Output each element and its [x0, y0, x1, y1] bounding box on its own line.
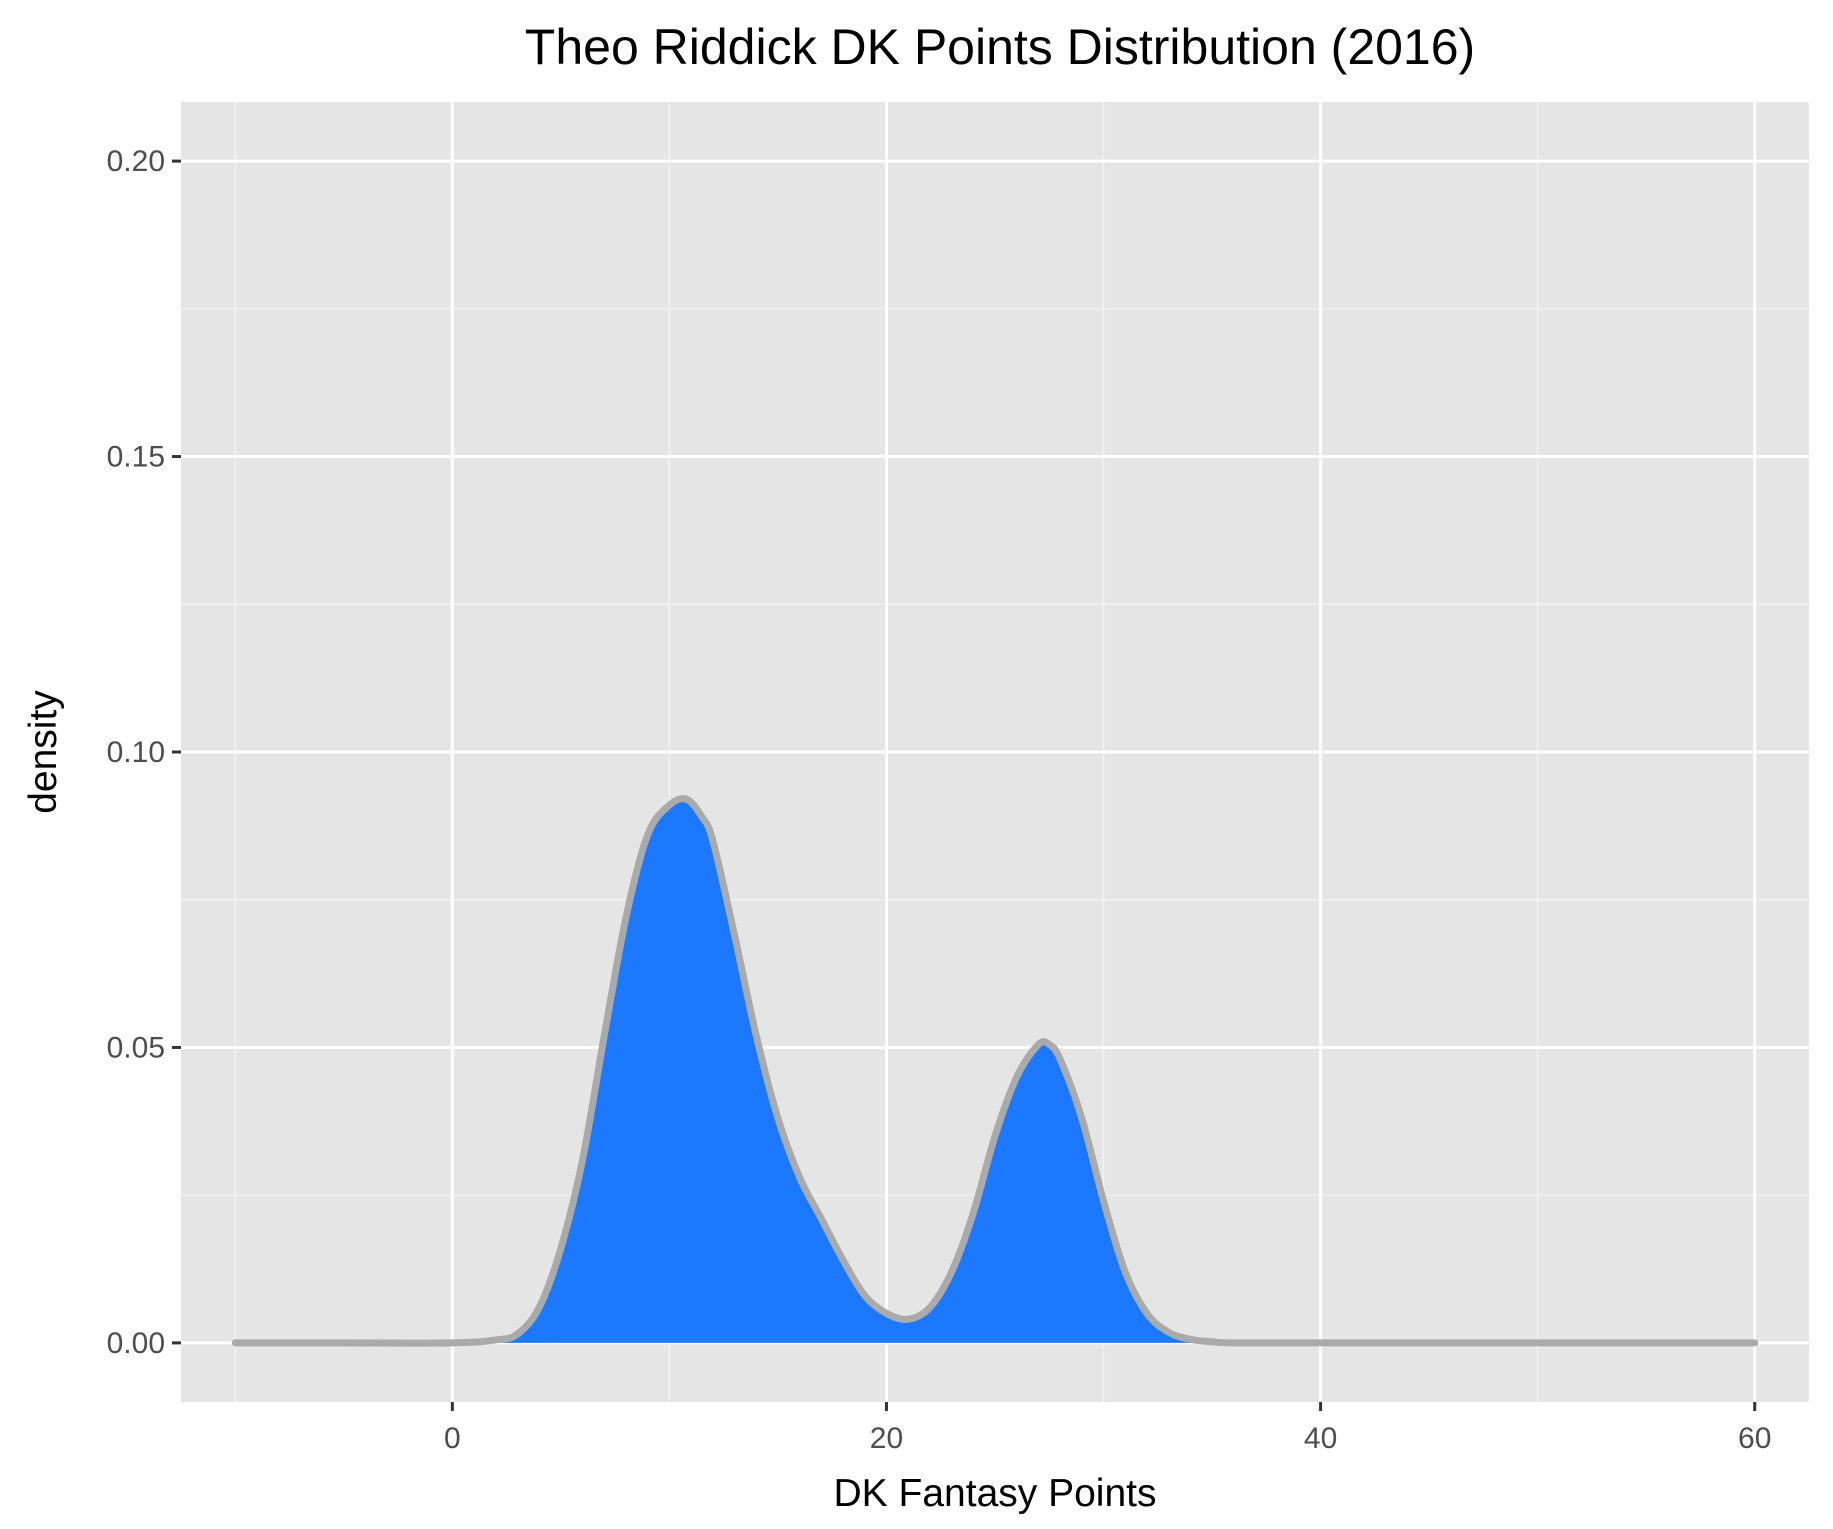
density-area	[235, 798, 1755, 1344]
y-tick-label: 0.00	[107, 1327, 165, 1360]
y-tick-label: 0.15	[107, 441, 165, 474]
density-series	[231, 795, 1759, 1347]
x-tick-label: 0	[444, 1422, 461, 1455]
y-tick-label: 0.20	[107, 145, 165, 178]
x-axis-title: DK Fantasy Points	[834, 1472, 1157, 1515]
x-tick-label: 40	[1304, 1422, 1337, 1455]
y-tick-label: 0.05	[107, 1031, 165, 1064]
grid-lines	[181, 102, 1809, 1402]
chart-title: Theo Riddick DK Points Distribution (201…	[525, 19, 1475, 75]
y-axis-title: density	[22, 690, 65, 814]
y-tick-label: 0.10	[107, 736, 165, 769]
x-tick-label: 20	[870, 1422, 903, 1455]
axes: 0 20 40 60 0.00 0.05 0.10 0.15 0.20	[107, 145, 1772, 1455]
x-tick-label: 60	[1738, 1422, 1771, 1455]
density-outline	[231, 795, 1759, 1347]
